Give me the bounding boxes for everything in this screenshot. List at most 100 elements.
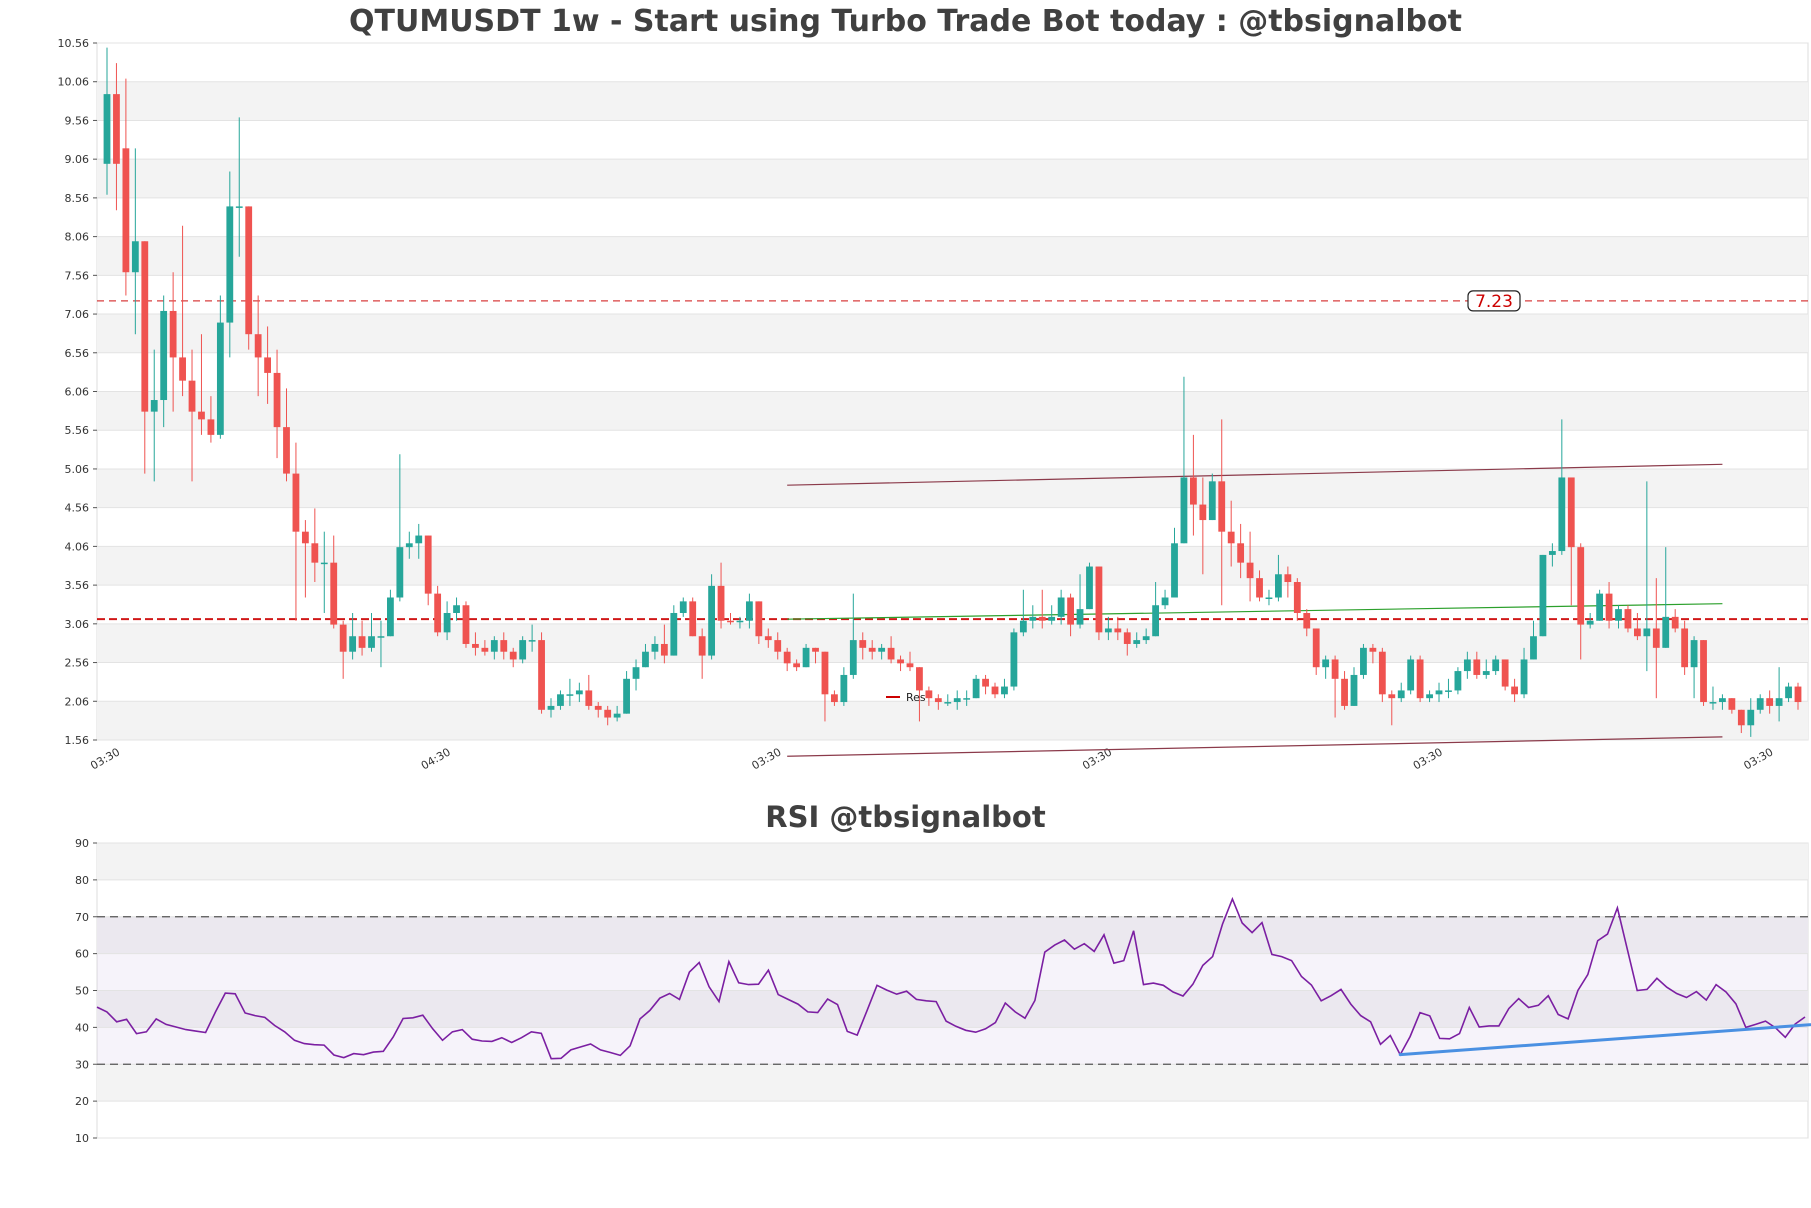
candle <box>1275 554 1282 602</box>
candle-body <box>1662 616 1670 648</box>
candle <box>320 531 328 613</box>
candle <box>916 667 923 722</box>
candle-body <box>1681 628 1689 668</box>
candle <box>490 636 498 660</box>
candle-body <box>1360 647 1367 675</box>
candle-body <box>405 543 413 548</box>
candle <box>377 620 385 668</box>
candle-body <box>1586 620 1594 625</box>
candle-body <box>188 380 196 412</box>
rsi-grid-band <box>97 916 1808 954</box>
price-candlestick-chart: 1.56 2.06 2.56 3.06 3.56 4.06 4.56 5.06 5.56 6.06… <box>58 37 1809 773</box>
candle-body <box>1416 659 1424 699</box>
candle-body <box>235 206 243 208</box>
candle <box>1303 609 1311 637</box>
candle <box>1775 667 1783 722</box>
candle-body <box>1057 597 1065 617</box>
candle-body <box>1265 597 1273 600</box>
candle <box>1369 643 1377 664</box>
candle-body <box>1719 698 1726 703</box>
candle-body <box>934 698 942 703</box>
candle-body <box>1180 477 1188 544</box>
candle-body <box>358 636 366 648</box>
candle <box>708 574 716 660</box>
candle-body <box>1331 659 1339 679</box>
candle <box>1492 655 1500 675</box>
candle-body <box>821 651 829 695</box>
candle <box>160 295 168 428</box>
candle <box>1634 612 1641 641</box>
candle <box>547 698 555 718</box>
candle-body <box>1445 690 1452 692</box>
x-tick-label: 04:30 <box>419 745 453 772</box>
candle <box>1615 605 1622 629</box>
candle-body <box>1086 566 1093 610</box>
candle <box>1785 682 1792 703</box>
candle <box>1473 651 1481 679</box>
candle <box>1029 605 1037 629</box>
candle <box>849 593 857 679</box>
candle-body <box>254 334 262 358</box>
candle <box>1152 582 1160 637</box>
candle-body <box>1341 678 1348 706</box>
candle-body <box>1530 636 1537 660</box>
grid-band <box>97 159 1808 198</box>
candle <box>802 643 810 668</box>
candle <box>122 78 130 296</box>
x-tick-label: 03:30 <box>1411 745 1445 772</box>
candle-body <box>415 535 423 544</box>
candle <box>1142 628 1150 644</box>
candle <box>1624 605 1632 633</box>
candle <box>613 705 621 722</box>
candle <box>679 597 687 617</box>
candle-body <box>783 651 791 664</box>
candle <box>859 632 867 660</box>
candle-body <box>330 562 338 625</box>
candle <box>925 686 933 706</box>
candle <box>1114 616 1122 641</box>
candle-body <box>1567 477 1575 548</box>
candle <box>1388 690 1396 726</box>
candle-body <box>736 620 744 623</box>
candle-body <box>651 643 659 652</box>
candle-body <box>1076 609 1084 625</box>
candle <box>1756 694 1764 714</box>
candle-body <box>1473 659 1481 675</box>
candle-body <box>1690 640 1698 668</box>
candle <box>1605 582 1613 629</box>
rsi-y-tick-label: 80 <box>75 874 89 887</box>
y-tick-label: 10.06 <box>58 76 90 89</box>
candle <box>1397 682 1405 703</box>
candle <box>1539 554 1547 637</box>
candle <box>519 636 527 664</box>
candle <box>1104 616 1112 641</box>
candle-body <box>320 562 328 565</box>
rsi-y-tick-label: 20 <box>75 1095 89 1108</box>
candle-body <box>1019 620 1027 633</box>
candle <box>1227 500 1235 567</box>
candle-body <box>698 636 706 656</box>
candle-body <box>1161 597 1169 606</box>
rsi-y-tick-label: 90 <box>75 837 89 850</box>
candle-body <box>179 357 186 381</box>
candle <box>1445 678 1452 699</box>
x-tick-label: 03:30 <box>88 745 122 772</box>
candle-body <box>953 698 961 703</box>
candle <box>774 632 782 660</box>
candle <box>585 674 593 710</box>
candle-body <box>1520 659 1528 695</box>
grid-band <box>97 236 1808 276</box>
candle-body <box>689 601 697 637</box>
candle <box>1558 419 1566 555</box>
candle <box>783 647 791 672</box>
candle <box>1218 419 1226 606</box>
candle-body <box>679 601 687 613</box>
candle-body <box>377 636 385 638</box>
candle <box>292 442 300 621</box>
candle <box>443 601 451 641</box>
candle-body <box>982 678 989 687</box>
candle-body <box>1548 551 1556 555</box>
candle-body <box>1275 574 1282 598</box>
candle-body <box>368 636 375 648</box>
candle <box>226 171 234 358</box>
